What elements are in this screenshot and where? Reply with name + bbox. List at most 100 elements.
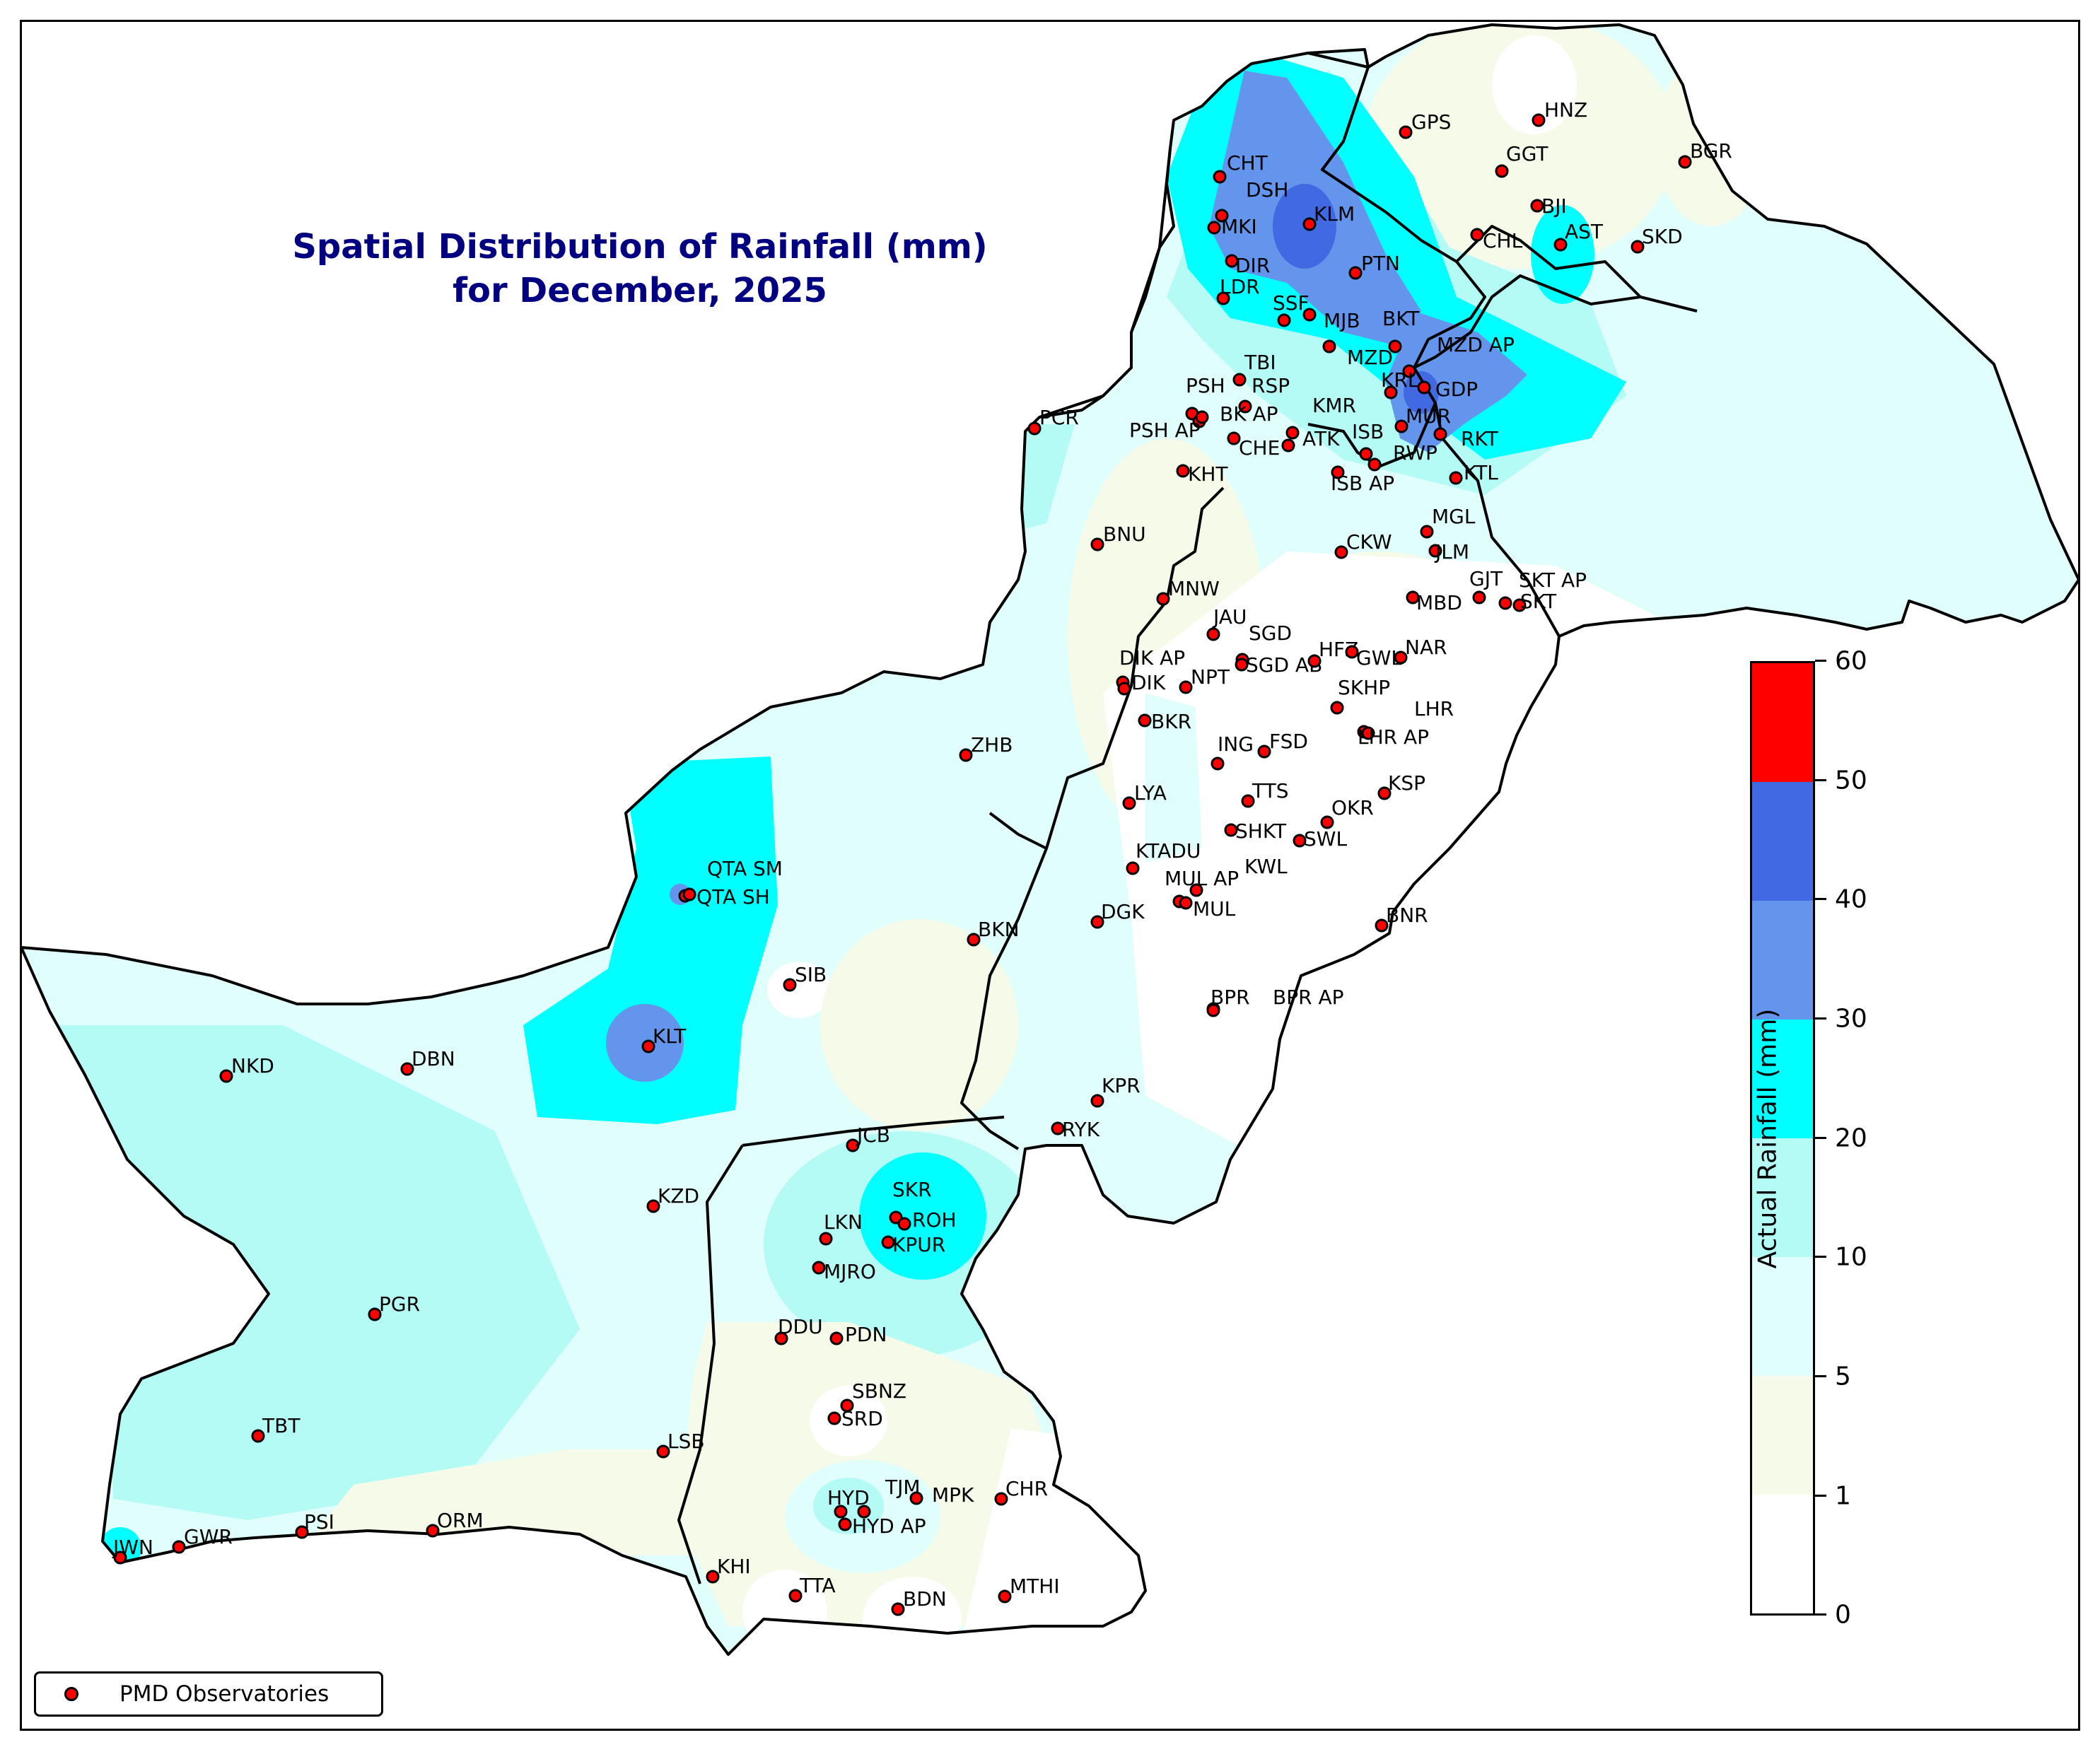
station-marker-icon <box>1126 861 1140 875</box>
colorbar-bin-20-30 <box>1752 1020 1813 1138</box>
colorbar-bin-5-10 <box>1752 1257 1813 1376</box>
station-marker-icon <box>1027 421 1042 436</box>
station-skt-ap: SKT AP <box>1498 568 1587 610</box>
station-hyd: HYD <box>827 1486 870 1519</box>
map-legend: PMD Observatories <box>34 1671 383 1717</box>
legend-label: PMD Observatories <box>119 1681 329 1707</box>
station-label: KHT <box>1188 462 1228 486</box>
station-marker-icon <box>1302 308 1317 322</box>
station-marker-icon <box>967 933 981 947</box>
station-marker-icon <box>1224 823 1238 837</box>
station-label: BNR <box>1386 904 1428 927</box>
station-marker-icon <box>1189 883 1203 897</box>
station-kzd: KZD <box>646 1184 699 1213</box>
station-mul: MUL <box>1179 896 1236 921</box>
station-srd: SRD <box>827 1407 883 1430</box>
station-chl: CHL <box>1470 228 1523 252</box>
station-label: MUR <box>1406 404 1451 428</box>
station-marker-icon <box>1227 431 1241 445</box>
station-khi: KHI <box>706 1555 751 1584</box>
station-label: MTHI <box>1010 1575 1060 1598</box>
colorbar-tick-label: 5 <box>1835 1362 1851 1391</box>
station-marker-icon <box>857 1505 871 1519</box>
station-marker-icon <box>783 978 797 992</box>
station-ggt: GGT <box>1495 142 1548 178</box>
station-marker-icon <box>1384 385 1398 399</box>
station-label: SIB <box>795 963 827 986</box>
station-marker-icon <box>1090 537 1104 551</box>
colorbar-tick-label: 1 <box>1835 1481 1851 1511</box>
station-label: ISB <box>1352 420 1384 443</box>
station-mthi: MTHI <box>998 1575 1060 1604</box>
station-pcr: PCR <box>1027 406 1079 436</box>
station-label: LHR AP <box>1358 725 1429 749</box>
station-marker-icon <box>1348 266 1363 280</box>
station-marker-icon <box>706 1570 720 1584</box>
station-label: SWL <box>1304 827 1347 851</box>
station-label: FSD <box>1269 730 1308 753</box>
station-mpk: MPK <box>909 1483 974 1507</box>
station-label: RWP <box>1393 441 1437 465</box>
boundaries <box>20 23 2080 1656</box>
station-label: KSP <box>1388 771 1425 795</box>
station-marker-icon <box>368 1307 382 1321</box>
station-marker-icon <box>774 1331 788 1345</box>
station-isb-ap: ISB AP <box>1331 465 1394 495</box>
station-label: HNZ <box>1544 98 1587 122</box>
station-jau: JAU <box>1206 605 1247 641</box>
station-marker-icon <box>1213 170 1227 184</box>
station-label: DIR <box>1235 254 1270 277</box>
station-label: SKHP <box>1338 676 1390 699</box>
station-marker-icon <box>1375 918 1389 933</box>
pmd-observatories: CHT DSH MKI KLM DIR PTN LDR SSF MJB BKT MZD MZD AP K… <box>112 98 1732 1616</box>
station-label: JLM <box>1434 540 1469 563</box>
station-marker-icon <box>1345 645 1359 659</box>
colorbar-tick <box>1815 898 1826 900</box>
station-label: SBNZ <box>852 1379 906 1403</box>
station-marker-icon <box>1367 457 1382 472</box>
station-marker-icon <box>1257 744 1271 759</box>
observatory-marker-icon <box>64 1687 78 1701</box>
station-label: SHKT <box>1235 819 1287 843</box>
colorbar-bin-50-60 <box>1752 663 1813 782</box>
station-lkn: LKN <box>819 1210 863 1246</box>
station-bpr-ap: BPR AP <box>1206 986 1344 1017</box>
station-label: HYD AP <box>852 1514 926 1538</box>
station-marker-icon <box>1117 682 1131 696</box>
station-marker-icon <box>1293 834 1307 848</box>
station-bgr: BGR <box>1678 139 1732 169</box>
station-ryk: RYK <box>1051 1118 1100 1141</box>
station-bkn: BKN <box>967 918 1020 947</box>
station-marker-icon <box>1225 254 1239 268</box>
station-dik-ap: DIK AP <box>1116 646 1185 689</box>
station-marker-icon <box>1195 410 1209 424</box>
station-marker-icon <box>1377 786 1392 800</box>
station-label: RYK <box>1062 1118 1100 1141</box>
colorbar-tick <box>1815 1613 1826 1616</box>
station-skr: SKR <box>889 1178 932 1225</box>
station-marker-icon <box>838 1517 852 1531</box>
station-marker-icon <box>1331 465 1345 479</box>
station-label: PDN <box>845 1323 887 1346</box>
station-label: ATK <box>1302 427 1340 450</box>
colorbar-bin-1-5 <box>1752 1376 1813 1495</box>
station-label: KPR <box>1102 1074 1141 1097</box>
station-marker-icon <box>1216 291 1230 305</box>
station-kwl: KWL <box>1189 855 1288 897</box>
station-label: NKD <box>231 1054 274 1078</box>
station-lsb: LSB <box>656 1430 705 1459</box>
station-bkr: BKR <box>1138 710 1191 733</box>
station-marker-icon <box>295 1525 309 1539</box>
station-label: RSP <box>1252 374 1290 397</box>
colorbar-tick <box>1815 1495 1826 1497</box>
station-marker-icon <box>1179 680 1193 694</box>
station-label: BKT <box>1382 307 1420 330</box>
station-label: SKR <box>892 1178 932 1201</box>
station-marker-icon <box>819 1232 833 1246</box>
station-marker-icon <box>1631 240 1645 254</box>
station-label: GPS <box>1411 110 1451 134</box>
station-label: QTA SM <box>707 857 783 880</box>
colorbar-tick-label: 20 <box>1835 1123 1867 1153</box>
station-dik: DIK <box>1117 671 1166 696</box>
station-label: LHR <box>1414 697 1454 720</box>
